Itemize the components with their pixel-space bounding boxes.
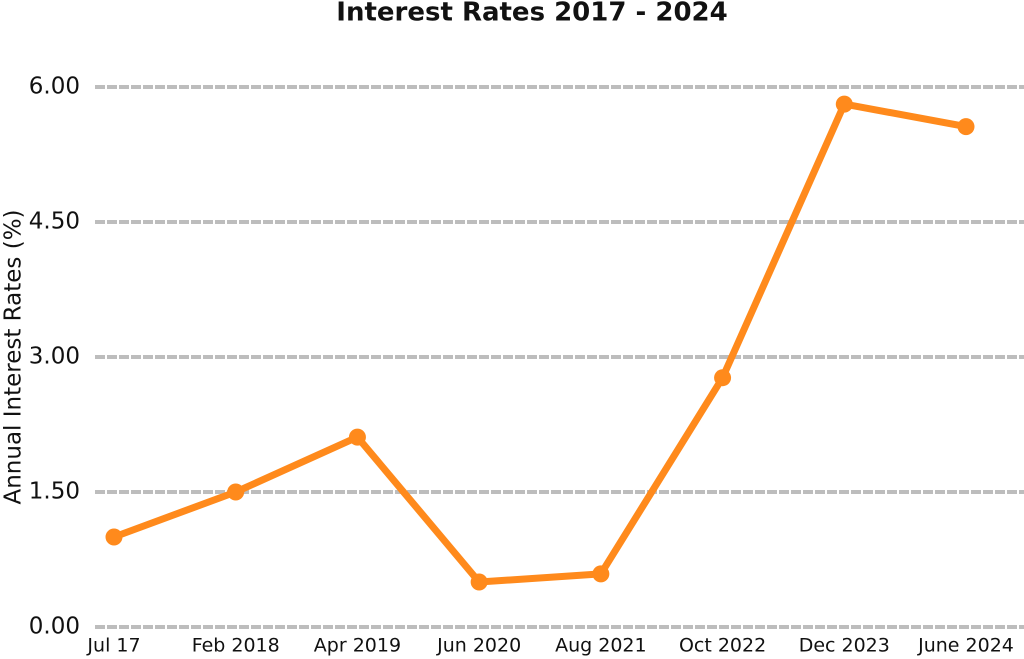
- y-axis-label: Annual Interest Rates (%): [1, 209, 27, 504]
- x-tick-label: Aug 2021: [555, 635, 647, 657]
- marker: [714, 369, 732, 387]
- marker: [470, 573, 488, 591]
- x-tick-label: Jun 2020: [436, 635, 521, 657]
- x-tick-label: Oct 2022: [679, 635, 766, 657]
- marker: [592, 565, 610, 583]
- y-tick-label: 6.00: [29, 74, 80, 100]
- x-tick-label: Dec 2023: [799, 635, 890, 657]
- y-tick-label: 4.50: [29, 209, 80, 235]
- marker: [957, 118, 975, 136]
- chart-title: Interest Rates 2017 - 2024: [336, 0, 727, 28]
- marker: [105, 528, 123, 546]
- x-tick-label: Jul 17: [86, 635, 140, 657]
- marker: [348, 428, 366, 446]
- marker: [227, 483, 245, 501]
- x-tick-label: Apr 2019: [314, 635, 401, 657]
- y-tick-label: 1.50: [29, 479, 80, 505]
- y-tick-label: 0.00: [29, 614, 80, 640]
- x-tick-label: June 2024: [917, 635, 1014, 657]
- x-tick-label: Feb 2018: [192, 635, 280, 657]
- marker: [835, 95, 853, 113]
- line: [110, 100, 970, 586]
- y-tick-label: 3.00: [29, 344, 80, 370]
